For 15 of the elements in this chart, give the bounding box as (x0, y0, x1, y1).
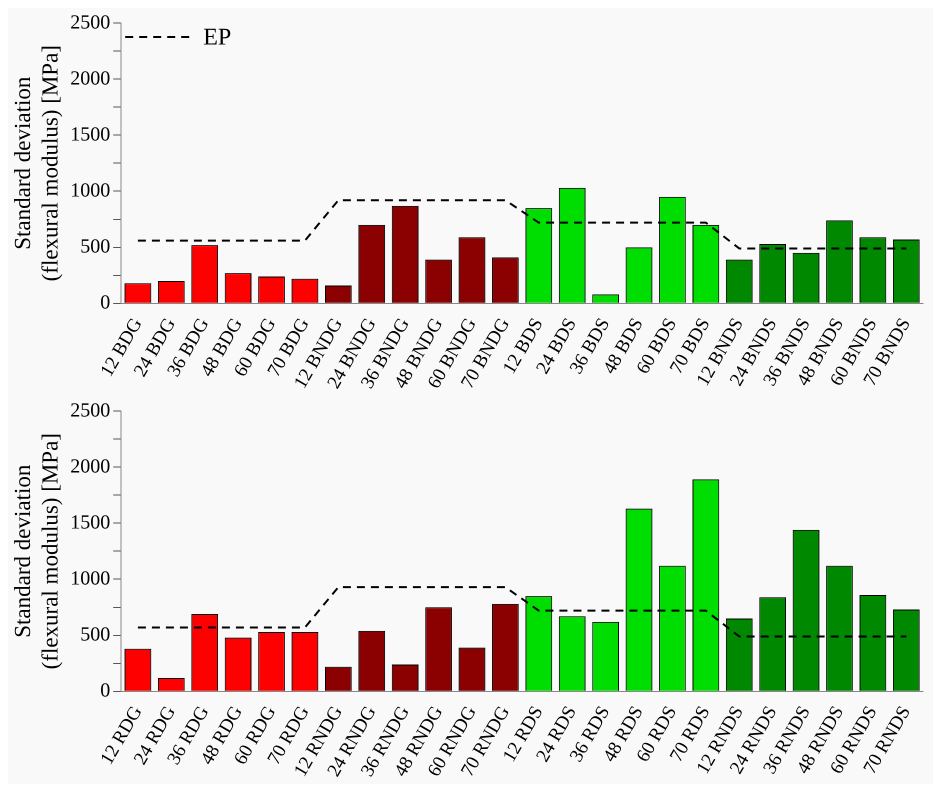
y-tick-label: 1500 (70, 123, 110, 146)
y-axis-title: Standard deviation (flexural modulus) [MPa] (10, 433, 62, 670)
y-tick-label: 2500 (70, 11, 110, 34)
y-tick-label: 2000 (70, 67, 110, 90)
y-tick-label: 0 (100, 292, 110, 314)
y-tick-label: 1000 (70, 179, 110, 202)
y-tick-label: 500 (80, 624, 110, 646)
y-tick-label: 1500 (70, 511, 110, 534)
y-tick-label: 1000 (70, 567, 110, 590)
y-axis-title: Standard deviation (flexural modulus) [MPa] (10, 45, 62, 282)
y-tick-label: 500 (80, 236, 110, 258)
y-tick-label: 2500 (70, 399, 110, 422)
y-tick-label: 0 (100, 680, 110, 702)
y-tick-label: 2000 (70, 455, 110, 478)
legend-label: EP (203, 24, 232, 50)
